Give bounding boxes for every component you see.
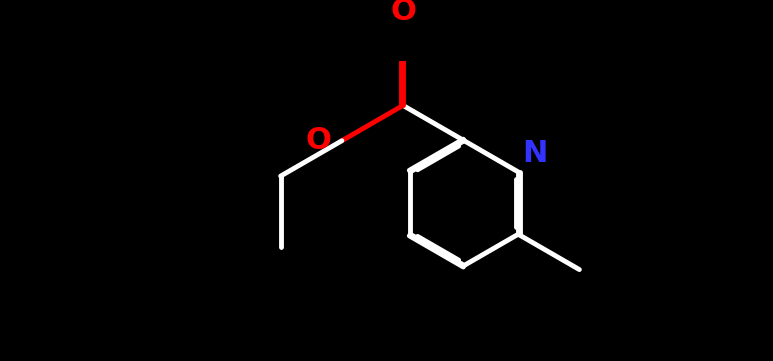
- Text: O: O: [306, 126, 332, 155]
- Text: N: N: [523, 139, 548, 168]
- Text: O: O: [390, 0, 416, 26]
